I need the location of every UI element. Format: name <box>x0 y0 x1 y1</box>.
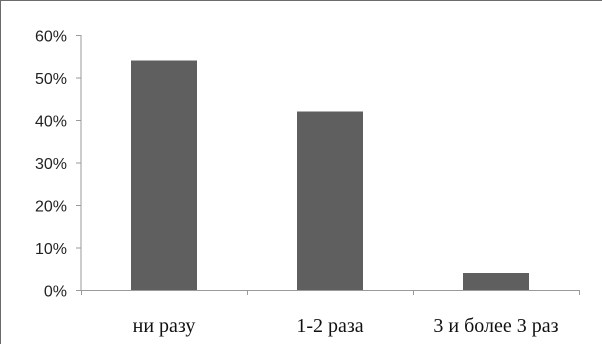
y-tick-label: 50% <box>35 71 67 88</box>
bar-0 <box>131 60 197 290</box>
x-tick-label: ни разу <box>133 315 196 337</box>
x-axis: ни разу 1-2 раза 3 и более 3 раз <box>81 290 580 337</box>
y-tick-label: 20% <box>35 199 67 216</box>
y-tick-label: 60% <box>35 29 67 46</box>
y-axis: 0% 10% 20% 30% 40% 50% 60% <box>35 29 82 301</box>
y-tick-label: 30% <box>35 156 67 173</box>
bar-1 <box>297 111 363 290</box>
y-tick-label: 0% <box>44 284 67 301</box>
x-tick-label: 1-2 раза <box>296 315 363 337</box>
y-tick-label: 10% <box>35 241 67 258</box>
bars <box>131 60 529 290</box>
y-tick-label: 40% <box>35 114 67 131</box>
x-tick-label: 3 и более 3 раз <box>433 315 558 337</box>
bar-2 <box>463 273 529 290</box>
